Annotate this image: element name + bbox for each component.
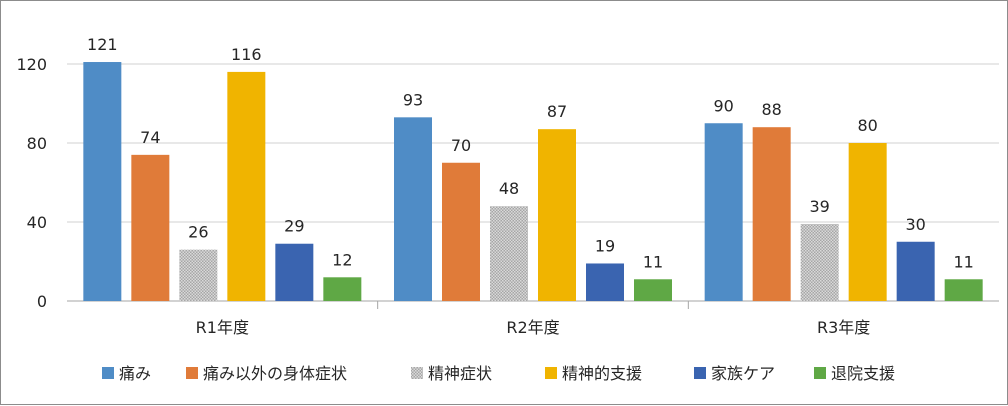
data-label: 19 — [595, 236, 615, 255]
bar — [275, 243, 314, 301]
y-tick-label: 0 — [37, 292, 47, 311]
bars: 121 74 26 116 29 12 93 70 48 87 19 11 90 88 39 80 30 11 — [83, 35, 983, 302]
bar — [227, 71, 266, 302]
x-category-label: R3年度 — [817, 318, 870, 337]
y-tick-label: 40 — [27, 213, 47, 232]
data-label: 39 — [809, 197, 829, 216]
y-tick-label: 80 — [27, 134, 47, 153]
x-axis: R1年度 R2年度 R3年度 — [196, 301, 870, 337]
bar — [83, 62, 122, 302]
bar — [586, 263, 624, 301]
legend-swatch — [411, 367, 423, 379]
bar — [704, 123, 743, 301]
legend-swatch — [186, 367, 198, 379]
data-label: 30 — [905, 215, 925, 234]
data-label: 80 — [857, 116, 877, 135]
data-label: 74 — [140, 128, 160, 147]
bar — [490, 206, 528, 301]
bar — [896, 241, 935, 301]
legend-label: 家族ケア — [711, 364, 775, 383]
legend-swatch — [814, 367, 826, 379]
data-label: 11 — [953, 252, 973, 271]
legend-swatch — [694, 367, 706, 379]
data-label: 88 — [761, 100, 781, 119]
bar — [442, 162, 480, 301]
x-category-label: R2年度 — [506, 318, 559, 337]
data-label: 11 — [643, 252, 663, 271]
data-label: 121 — [87, 35, 118, 54]
legend-swatch — [102, 367, 114, 379]
bar — [323, 277, 362, 301]
legend: 痛み 痛み以外の身体症状 精神症状 精神的支援 家族ケア 退院支援 — [102, 364, 895, 383]
data-label: 29 — [284, 217, 304, 236]
data-label: 48 — [499, 179, 519, 198]
bar — [800, 223, 839, 301]
data-label: 116 — [231, 45, 262, 64]
bar — [944, 279, 983, 301]
data-label: 93 — [403, 90, 423, 109]
bar — [394, 117, 432, 301]
bar — [131, 154, 170, 301]
data-label: 90 — [713, 96, 733, 115]
legend-label: 精神的支援 — [562, 364, 642, 383]
data-label: 26 — [188, 223, 208, 242]
y-axis: 0 40 80 120 — [16, 55, 47, 311]
legend-label: 痛み以外の身体症状 — [203, 364, 347, 383]
legend-label: 退院支援 — [831, 364, 895, 383]
bar — [634, 279, 672, 301]
bar — [848, 143, 887, 301]
x-category-label: R1年度 — [196, 318, 249, 337]
y-tick-label: 120 — [16, 55, 47, 74]
bar — [179, 249, 218, 301]
bar — [752, 127, 791, 301]
data-label: 87 — [547, 102, 567, 121]
data-label: 70 — [451, 136, 471, 155]
legend-label: 痛み — [119, 364, 151, 383]
bar — [538, 129, 576, 301]
data-label: 12 — [332, 250, 352, 269]
legend-label: 精神症状 — [428, 364, 492, 383]
gridlines — [67, 63, 999, 302]
legend-swatch — [545, 367, 557, 379]
